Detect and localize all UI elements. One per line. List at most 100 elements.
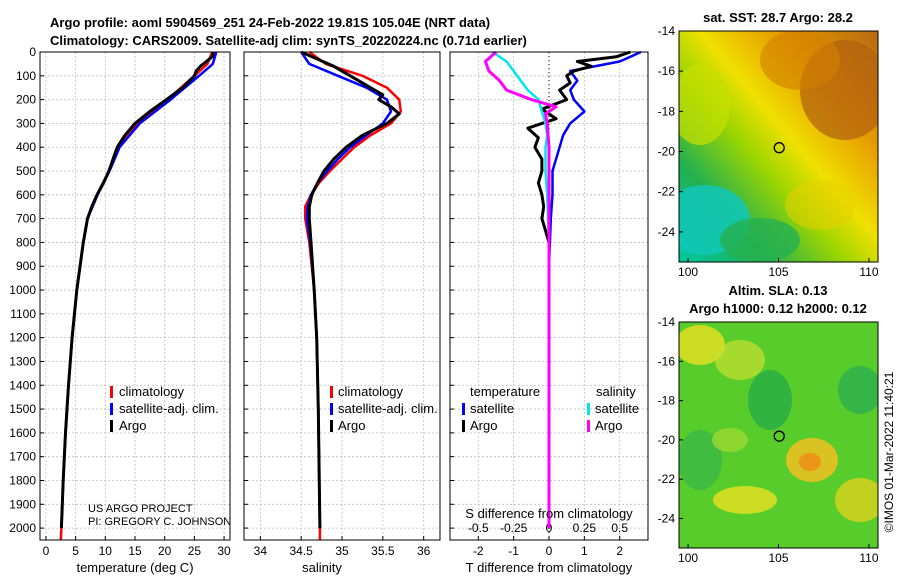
- sla-patch: [713, 486, 777, 514]
- xtick-label: 15: [128, 544, 142, 558]
- ytick-label: 900: [16, 259, 36, 273]
- xtick-label: 35: [335, 544, 349, 558]
- map-ytick-label: -14: [658, 24, 676, 38]
- xtick-label: 10: [99, 544, 113, 558]
- xtick-label: 34.5: [289, 544, 313, 558]
- legend-sal-argo: Argo: [595, 418, 622, 433]
- legend-satellite: satellite-adj. clim.: [119, 401, 219, 416]
- ytick-label: 0: [29, 45, 36, 59]
- series-line-climatology: [59, 51, 214, 541]
- sla-patch: [838, 366, 878, 414]
- map-xtick-label: 100: [678, 551, 698, 565]
- sla-map-title-1: Altim. SLA: 0.13: [729, 283, 828, 298]
- plot-frame: [449, 51, 649, 541]
- sst-map-title: sat. SST: 28.7 Argo: 28.2: [703, 10, 853, 25]
- plot-frame: [39, 51, 231, 541]
- xtick-label: 35.5: [371, 544, 395, 558]
- ytick-label: 100: [16, 69, 36, 83]
- xtick-label: 0: [43, 544, 50, 558]
- ytick-label: 1900: [9, 497, 36, 511]
- sla-patch: [712, 428, 748, 452]
- xtick-label: 1: [581, 544, 588, 558]
- legend-argo: Argo: [119, 418, 146, 433]
- ytick-label: 300: [16, 116, 36, 130]
- ytick-label: 1100: [10, 307, 36, 321]
- ytick-label: 800: [16, 235, 36, 249]
- legend-swatch-climatology: [330, 386, 333, 398]
- map-ytick-label: -16: [658, 354, 676, 368]
- series-line-salinity-argo: [483, 50, 558, 529]
- ytick-label: 400: [16, 140, 36, 154]
- xtick-label: 34: [254, 544, 268, 558]
- legend-swatch-satellite: [110, 403, 113, 415]
- salinity-legend: climatology satellite-adj. clim. Argo: [330, 384, 438, 433]
- sla-patch: [835, 478, 878, 522]
- xtick-top-label: 0.5: [611, 521, 628, 535]
- legend-temp-satellite: satellite: [470, 401, 514, 416]
- xtick-top-label: 0.25: [573, 521, 597, 535]
- xtick-label: 2: [616, 544, 623, 558]
- legend-swatch-climatology: [110, 386, 113, 398]
- xtick-label: 30: [217, 544, 231, 558]
- map-ytick-label: -24: [658, 512, 676, 526]
- map-xtick-label: 110: [859, 265, 878, 279]
- series-line-argo: [59, 51, 215, 529]
- ytick-label: 1300: [9, 354, 36, 368]
- sla-patch: [799, 453, 821, 471]
- difference-xlabel-top: S difference from climatology: [465, 506, 633, 521]
- xtick-label: 5: [72, 544, 79, 558]
- salinity-xlabel: salinity: [302, 560, 342, 575]
- temperature-xlabel: temperature (deg C): [76, 560, 193, 575]
- map-ytick-label: -16: [658, 64, 676, 78]
- series-line-argo: [300, 50, 401, 529]
- legend-argo: Argo: [338, 418, 365, 433]
- legend-climatology: climatology: [338, 384, 404, 399]
- xtick-label: 36: [417, 544, 431, 558]
- argo-position-marker: [773, 430, 785, 442]
- legend-salinity-title: salinity: [596, 384, 636, 399]
- legend-swatch-sal-argo: [587, 420, 590, 432]
- ytick-label: 1500: [9, 402, 36, 416]
- sst-patch: [760, 31, 840, 90]
- ytick-label: 500: [16, 164, 36, 178]
- temperature-panel: 0100200300400500600700800900100011001200…: [9, 45, 231, 558]
- xtick-label: -2: [473, 544, 484, 558]
- sla-map-title-2: Argo h1000: 0.12 h2000: 0.12: [689, 301, 867, 316]
- imos-credit: ©IMOS 01-Mar-2022 11:40:21: [882, 371, 896, 532]
- difference-legend: temperature salinity satellite Argo sate…: [462, 384, 639, 433]
- sst-patch: [785, 180, 855, 230]
- sla-patches: [679, 325, 878, 522]
- legend-swatch-temp-satellite: [462, 403, 465, 415]
- sla-patch: [715, 340, 765, 380]
- xtick-top-label: -0.25: [500, 521, 528, 535]
- sla-patch: [679, 430, 722, 490]
- ytick-label: 1200: [9, 331, 36, 345]
- ytick-label: 1400: [9, 378, 36, 392]
- ytick-label: 600: [16, 188, 36, 202]
- legend-swatch-sal-satellite: [587, 403, 590, 415]
- map-ytick-label: -20: [658, 433, 676, 447]
- ytick-label: 700: [16, 212, 36, 226]
- xtick-label: 20: [158, 544, 172, 558]
- ytick-label: 1600: [9, 426, 36, 440]
- header-line2: Climatology: CARS2009. Satellite-adj cli…: [50, 33, 527, 48]
- salinity-panel: 34 34.5 35 35.5 36: [243, 50, 441, 558]
- sst-map: 100 105 110 -14 -16 -18 -20 -22 -24: [658, 24, 879, 279]
- map-ytick-label: -22: [658, 472, 676, 486]
- plot-frame: [243, 51, 441, 541]
- pi-credit: PI: GREGORY C. JOHNSON: [88, 516, 231, 528]
- ytick-label: 1800: [9, 473, 36, 487]
- xtick-label: -1: [508, 544, 519, 558]
- map-xtick-label: 105: [768, 551, 788, 565]
- difference-xlabel: T difference from climatology: [466, 560, 633, 575]
- sst-patches: [679, 31, 878, 262]
- ytick-label: 1700: [9, 450, 36, 464]
- xtick-label: 25: [188, 544, 202, 558]
- sla-patch: [748, 370, 792, 430]
- legend-climatology: climatology: [119, 384, 185, 399]
- xtick-label: 0: [546, 544, 553, 558]
- header-line1: Argo profile: aoml 5904569_251 24-Feb-20…: [50, 15, 490, 30]
- xtick-top-label: -0.5: [468, 521, 489, 535]
